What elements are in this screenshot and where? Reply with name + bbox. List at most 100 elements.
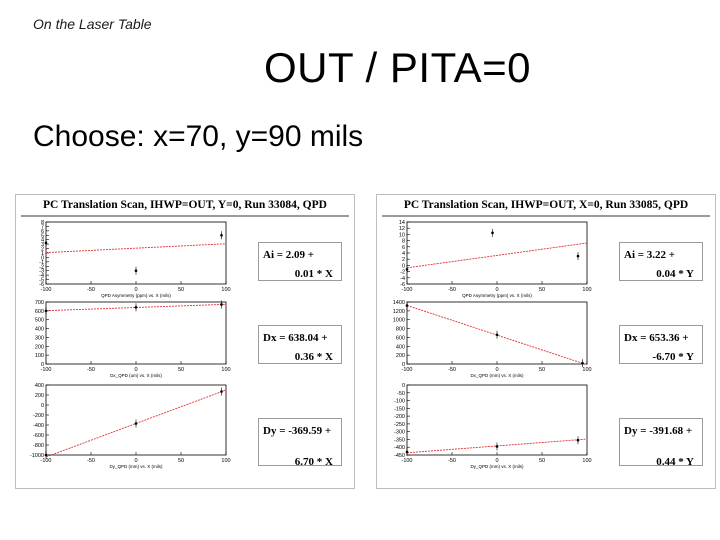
data-point — [44, 241, 48, 245]
y-tick-label: 8 — [41, 220, 44, 226]
plot-frame — [406, 221, 588, 285]
data-point — [405, 450, 409, 454]
x-tick-label: 100 — [221, 287, 230, 293]
panel-title-y: PC Translation Scan, IHWP=OUT, X=0, Run … — [403, 199, 689, 211]
x-tick-label: -50 — [87, 287, 95, 293]
x-tick-label: 0 — [134, 458, 137, 464]
y-tick-label: -5 — [39, 278, 44, 284]
panel-title-underline — [21, 215, 349, 217]
x-tick-label: 50 — [178, 367, 184, 373]
fit-box-dy-x: Dy = -369.59 + 6.70 * X — [258, 418, 342, 468]
y-tick-label: -300 — [394, 430, 405, 436]
y-tick-label: 2 — [402, 257, 405, 263]
x-tick-label: 100 — [221, 367, 230, 373]
fit-equation: Dx = 653.36 + — [624, 332, 689, 344]
fit-box-ai-y: Ai = 3.22 + 0.04 * Y — [619, 242, 703, 281]
y-tick-label: -400 — [33, 423, 44, 429]
y-tick-label: -2 — [400, 270, 405, 276]
y-tick-label: -400 — [394, 445, 405, 451]
y-tick-label: -4 — [400, 276, 405, 282]
y-tick-label: -4 — [39, 273, 44, 279]
x-tick-label: 0 — [495, 367, 498, 373]
data-point — [220, 233, 223, 237]
y-tick-label: 600 — [35, 309, 44, 315]
x-tick-label: 100 — [582, 458, 591, 464]
y-tick-label: -150 — [394, 406, 405, 412]
y-tick-label: 1000 — [393, 318, 405, 324]
y-tick-label: -800 — [33, 443, 44, 449]
fit-slope: 6.70 * X — [294, 456, 333, 468]
y-tick-label: -2 — [39, 264, 44, 270]
x-axis-label: Dx_QPD (mm) vs. X (mils) — [471, 373, 524, 378]
fit-equation: Ai = 2.09 + — [263, 249, 315, 261]
scan-panel-y: PC Translation Scan, IHWP=OUT, X=0, Run … — [376, 194, 716, 489]
data-point — [581, 361, 584, 365]
y-tick-label: 400 — [396, 344, 405, 350]
data-point — [405, 304, 409, 307]
x-axis-label: Dy_QPD (mm) vs. X (mils) — [110, 464, 163, 469]
y-tick-label: -600 — [33, 433, 44, 439]
fit-slope: 0.44 * Y — [656, 456, 694, 468]
y-tick-label: 0 — [402, 383, 405, 389]
y-tick-label: 500 — [35, 318, 44, 324]
y-tick-label: 0 — [41, 255, 44, 261]
fit-line — [45, 243, 227, 254]
x-tick-label: 0 — [495, 287, 498, 293]
subplot: 0 100 200 300 400 500 600 700 -100 -50 0 50 100 Dx_QP… — [35, 300, 231, 378]
fit-equation: Ai = 3.22 + — [624, 249, 676, 261]
x-axis-label: QPD Asymmetry (ppm) vs. X (mils) — [101, 293, 171, 298]
data-point — [495, 333, 499, 337]
fit-equation: Dy = -369.59 + — [263, 425, 332, 437]
x-tick-label: -50 — [87, 458, 95, 464]
fit-box-dx-y: Dx = 653.36 + -6.70 * Y — [619, 325, 703, 364]
y-tick-label: 12 — [399, 226, 405, 232]
y-tick-label: 400 — [35, 327, 44, 333]
fit-equation: Dx = 638.04 + — [263, 332, 328, 344]
x-tick-label: 0 — [134, 367, 137, 373]
y-tick-label: 3 — [41, 242, 44, 248]
x-tick-label: 0 — [134, 287, 137, 293]
x-tick-label: 50 — [539, 367, 545, 373]
y-tick-label: 6 — [402, 245, 405, 251]
data-point — [134, 306, 138, 309]
y-tick-label: -350 — [394, 437, 405, 443]
y-tick-label: 200 — [35, 344, 44, 350]
data-point — [220, 303, 223, 306]
data-point — [134, 422, 138, 425]
x-tick-label: -50 — [87, 367, 95, 373]
x-tick-label: -100 — [40, 287, 51, 293]
data-point — [576, 438, 580, 442]
x-tick-label: -50 — [448, 287, 456, 293]
data-point — [491, 231, 494, 235]
x-tick-label: -100 — [40, 367, 51, 373]
x-tick-label: 50 — [178, 287, 184, 293]
data-point — [220, 390, 223, 393]
data-point — [44, 309, 48, 313]
y-tick-label: 0 — [41, 403, 44, 409]
y-tick-label: 400 — [35, 383, 44, 389]
y-tick-label: 0 — [41, 362, 44, 368]
y-tick-label: 200 — [35, 393, 44, 399]
y-tick-label: -450 — [394, 453, 405, 459]
subplot: -1000 -800 -600 -400 -200 0 200 400 -100 -50 0 50 10… — [30, 383, 231, 469]
fit-equation: Dy = -391.68 + — [624, 425, 693, 437]
y-tick-label: -200 — [394, 414, 405, 420]
data-point — [44, 453, 48, 457]
y-tick-label: 200 — [396, 353, 405, 359]
x-tick-label: 100 — [582, 367, 591, 373]
y-tick-label: 1400 — [393, 300, 405, 306]
fit-slope: -6.70 * Y — [652, 351, 694, 363]
fit-box-dy-y: Dy = -391.68 + 0.44 * Y — [619, 418, 703, 468]
slide-title: OUT / PITA=0 — [263, 44, 532, 91]
y-tick-label: 600 — [396, 335, 405, 341]
fit-line — [406, 242, 588, 269]
y-tick-label: 0 — [402, 263, 405, 269]
fit-box-ai-x: Ai = 2.09 + 0.01 * X — [258, 242, 342, 281]
y-tick-label: 7 — [41, 224, 44, 230]
x-axis-label: Dx_QPD (um) vs. X (mils) — [110, 373, 162, 378]
x-tick-label: -100 — [401, 287, 412, 293]
y-tick-label: 1200 — [393, 309, 405, 315]
y-tick-label: 4 — [402, 251, 405, 257]
